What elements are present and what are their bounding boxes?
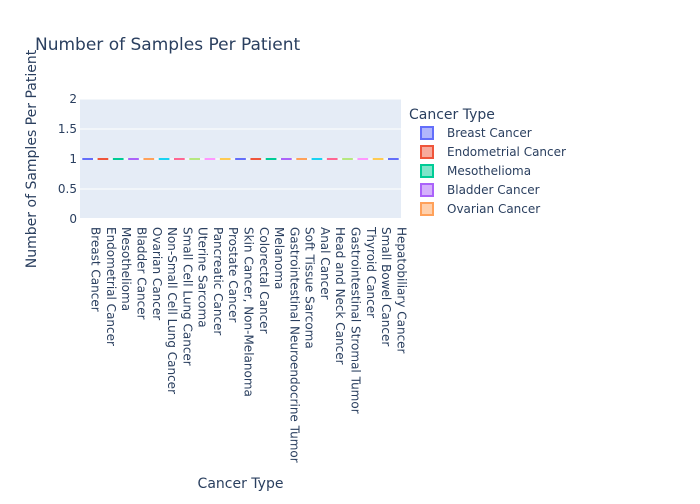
legend-item[interactable]: Endometrial Cancer bbox=[420, 145, 566, 159]
chart-title: Number of Samples Per Patient bbox=[35, 35, 301, 55]
x-tick-label: Anal Cancer bbox=[318, 227, 332, 300]
x-tick-label: Pancreatic Cancer bbox=[211, 227, 225, 335]
y-tick-label: 0.5 bbox=[58, 182, 77, 196]
legend-swatch bbox=[420, 145, 434, 159]
x-tick-label: Breast Cancer bbox=[89, 227, 103, 312]
legend-swatch bbox=[420, 164, 434, 178]
legend-label: Ovarian Cancer bbox=[447, 202, 540, 216]
legend-item[interactable]: Breast Cancer bbox=[420, 126, 532, 140]
y-tick-label: 0 bbox=[69, 212, 77, 226]
legend-label: Mesothelioma bbox=[447, 164, 531, 178]
legend-item[interactable]: Mesothelioma bbox=[420, 164, 531, 178]
x-tick-label: Colorectal Cancer bbox=[257, 227, 271, 334]
x-tick-label: Endometrial Cancer bbox=[104, 227, 118, 346]
y-tick-label: 2 bbox=[69, 92, 77, 106]
x-tick-label: Gastrointestinal Neuroendocrine Tumor bbox=[287, 227, 301, 463]
x-tick-label: Melanoma bbox=[272, 227, 286, 289]
x-tick-label: Ovarian Cancer bbox=[150, 227, 164, 320]
legend[interactable]: Cancer Type Breast Cancer Endometrial Canc… bbox=[409, 107, 566, 216]
x-tick-label: Gastrointestinal Stromal Tumor bbox=[349, 227, 363, 414]
x-tick-label: Small Cell Lung Cancer bbox=[180, 227, 194, 366]
legend-label: Endometrial Cancer bbox=[447, 145, 566, 159]
legend-title: Cancer Type bbox=[409, 107, 495, 123]
x-tick-label: Head and Neck Cancer bbox=[333, 227, 347, 365]
legend-item[interactable]: Bladder Cancer bbox=[420, 183, 540, 197]
x-tick-label: Skin Cancer, Non-Melanoma bbox=[242, 227, 256, 397]
x-axis-label: Cancer Type bbox=[198, 476, 284, 492]
x-tick-label: Soft Tissue Sarcoma bbox=[303, 227, 317, 349]
legend-swatch bbox=[420, 183, 434, 197]
plot-area: 0 0.5 1 1.5 2 Breast Cancer Endometrial Cancer… bbox=[58, 92, 408, 463]
legend-swatch bbox=[420, 202, 434, 216]
x-tick-label: Bladder Cancer bbox=[135, 227, 149, 320]
y-axis-label: Number of Samples Per Patient bbox=[24, 49, 40, 268]
x-tick-label: Non-Small Cell Lung Cancer bbox=[165, 227, 179, 394]
x-tick-label: Hepatobiliary Cancer bbox=[394, 227, 408, 354]
y-tick-label: 1.5 bbox=[58, 122, 77, 136]
x-tick-label: Mesothelioma bbox=[119, 227, 133, 311]
legend-label: Bladder Cancer bbox=[447, 183, 540, 197]
x-tick-label: Prostate Cancer bbox=[226, 227, 240, 323]
legend-swatch bbox=[420, 126, 434, 140]
x-tick-label: Small Bowel Cancer bbox=[379, 227, 393, 346]
x-tick-label: Uterine Sarcoma bbox=[196, 227, 210, 328]
x-tick-label: Thyroid Cancer bbox=[364, 226, 378, 318]
legend-item[interactable]: Ovarian Cancer bbox=[420, 202, 540, 216]
legend-label: Breast Cancer bbox=[447, 126, 532, 140]
y-tick-label: 1 bbox=[69, 152, 77, 166]
